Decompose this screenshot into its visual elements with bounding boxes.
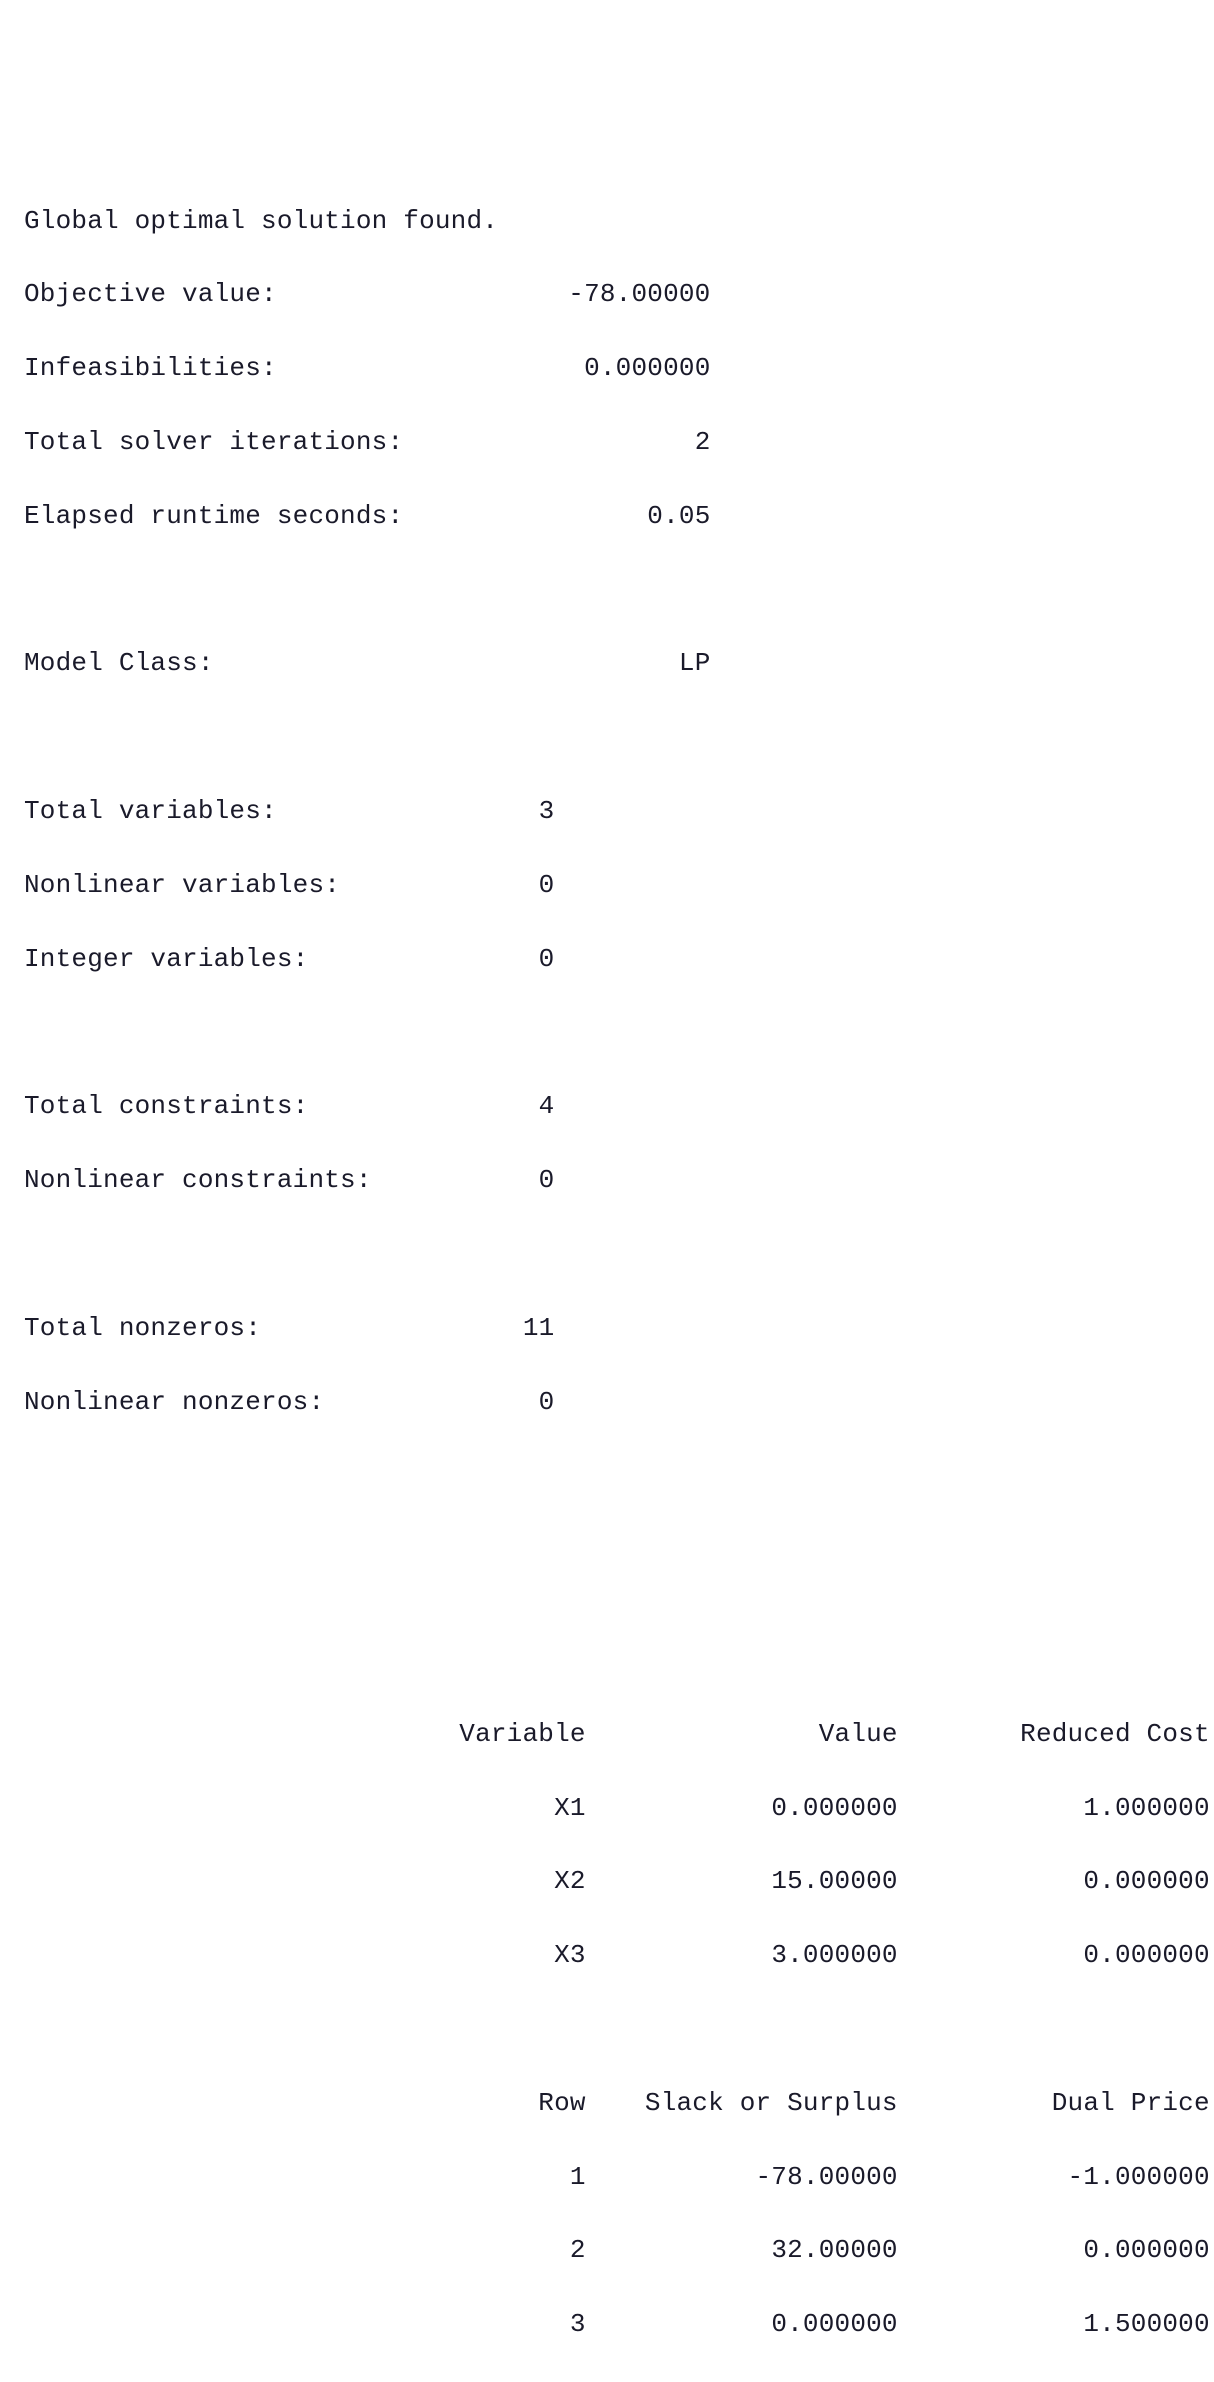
- summary-value: 0.000000: [430, 350, 711, 387]
- model-class-label: Model Class:: [24, 645, 430, 682]
- var-reduced-cost: 0.000000: [898, 1937, 1210, 1974]
- summary-value: 4: [430, 1088, 555, 1125]
- table-header: Value: [586, 1716, 898, 1753]
- row-slack: 0.000000: [586, 2380, 898, 2382]
- summary-value: 0.05: [430, 498, 711, 535]
- blank-line: [24, 572, 1190, 609]
- var-name: X2: [336, 1863, 586, 1900]
- summary-row: Elapsed runtime seconds:0.05: [24, 498, 1190, 535]
- summary-label: Integer variables:: [24, 941, 430, 978]
- model-class-row: Model Class:LP: [24, 645, 1190, 682]
- summary-row: Nonlinear constraints:0: [24, 1162, 1190, 1199]
- summary-row: Total constraints:4: [24, 1088, 1190, 1125]
- blank-line: [24, 1531, 1190, 1568]
- blank-line: [24, 2011, 1190, 2048]
- row-table-header: RowSlack or SurplusDual Price: [24, 2085, 1190, 2122]
- summary-row: Total nonzeros:11: [24, 1310, 1190, 1347]
- table-header: Slack or Surplus: [586, 2085, 898, 2122]
- row-table-row: 1-78.00000-1.000000: [24, 2159, 1190, 2196]
- summary-value: -78.00000: [430, 276, 711, 313]
- summary-label: Elapsed runtime seconds:: [24, 498, 430, 535]
- summary-row: Total variables:3: [24, 793, 1190, 830]
- summary-label: Nonlinear constraints:: [24, 1162, 430, 1199]
- summary-row: Infeasibilities:0.000000: [24, 350, 1190, 387]
- var-reduced-cost: 1.000000: [898, 1790, 1210, 1827]
- blank-line: [24, 719, 1190, 756]
- summary-label: Nonlinear variables:: [24, 867, 430, 904]
- row-id: 4: [336, 2380, 586, 2382]
- summary-label: Total nonzeros:: [24, 1310, 430, 1347]
- var-value: 3.000000: [586, 1937, 898, 1974]
- summary-label: Infeasibilities:: [24, 350, 430, 387]
- summary-row: Nonlinear variables:0: [24, 867, 1190, 904]
- summary-label: Total constraints:: [24, 1088, 430, 1125]
- summary-value: 0: [430, 1384, 555, 1421]
- var-reduced-cost: 0.000000: [898, 1863, 1210, 1900]
- summary-value: 0: [430, 941, 555, 978]
- variable-table-header: VariableValueReduced Cost: [24, 1716, 1190, 1753]
- row-dual-price: -1.000000: [898, 2159, 1210, 2196]
- summary-row: Nonlinear nonzeros:0: [24, 1384, 1190, 1421]
- blank-line: [24, 1605, 1190, 1642]
- var-value: 0.000000: [586, 1790, 898, 1827]
- variable-table-row: X10.0000001.000000: [24, 1790, 1190, 1827]
- summary-value: 3: [430, 793, 555, 830]
- var-name: X3: [336, 1937, 586, 1974]
- row-table-row: 40.0000000.5000000: [24, 2380, 1190, 2382]
- row-dual-price: 0.5000000: [898, 2380, 1210, 2382]
- table-header: Reduced Cost: [898, 1716, 1210, 1753]
- row-dual-price: 0.000000: [898, 2232, 1210, 2269]
- solver-report: Global optimal solution found. Objective…: [24, 166, 1190, 2382]
- summary-label: Objective value:: [24, 276, 430, 313]
- row-id: 3: [336, 2306, 586, 2343]
- summary-value: 11: [430, 1310, 555, 1347]
- row-table-row: 232.000000.000000: [24, 2232, 1190, 2269]
- blank-line: [24, 1014, 1190, 1051]
- row-table-row: 30.0000001.500000: [24, 2306, 1190, 2343]
- table-header: Variable: [336, 1716, 586, 1753]
- summary-value: 2: [430, 424, 711, 461]
- blank-line: [24, 1236, 1190, 1273]
- summary-row: Integer variables:0: [24, 941, 1190, 978]
- variable-table-row: X33.0000000.000000: [24, 1937, 1190, 1974]
- model-class-value: LP: [430, 645, 711, 682]
- table-header: Dual Price: [898, 2085, 1210, 2122]
- row-slack: -78.00000: [586, 2159, 898, 2196]
- summary-value: 0: [430, 1162, 555, 1199]
- var-value: 15.00000: [586, 1863, 898, 1900]
- header-line: Global optimal solution found.: [24, 203, 1190, 240]
- row-dual-price: 1.500000: [898, 2306, 1210, 2343]
- summary-row: Objective value:-78.00000: [24, 276, 1190, 313]
- row-slack: 32.00000: [586, 2232, 898, 2269]
- summary-label: Total solver iterations:: [24, 424, 430, 461]
- variable-table-row: X215.000000.000000: [24, 1863, 1190, 1900]
- summary-value: 0: [430, 867, 555, 904]
- var-name: X1: [336, 1790, 586, 1827]
- row-slack: 0.000000: [586, 2306, 898, 2343]
- summary-label: Nonlinear nonzeros:: [24, 1384, 430, 1421]
- blank-line: [24, 1457, 1190, 1494]
- summary-row: Total solver iterations:2: [24, 424, 1190, 461]
- table-header: Row: [336, 2085, 586, 2122]
- row-id: 1: [336, 2159, 586, 2196]
- summary-label: Total variables:: [24, 793, 430, 830]
- row-id: 2: [336, 2232, 586, 2269]
